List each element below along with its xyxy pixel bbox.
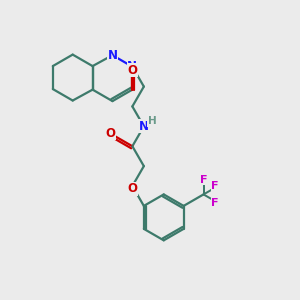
Text: F: F bbox=[200, 175, 207, 185]
Text: F: F bbox=[211, 181, 219, 191]
Text: O: O bbox=[106, 127, 116, 140]
Text: N: N bbox=[128, 60, 137, 73]
Text: N: N bbox=[139, 120, 149, 133]
Text: H: H bbox=[148, 116, 157, 126]
Text: F: F bbox=[211, 197, 219, 208]
Text: O: O bbox=[128, 182, 137, 196]
Text: N: N bbox=[107, 49, 118, 62]
Text: O: O bbox=[128, 64, 137, 77]
